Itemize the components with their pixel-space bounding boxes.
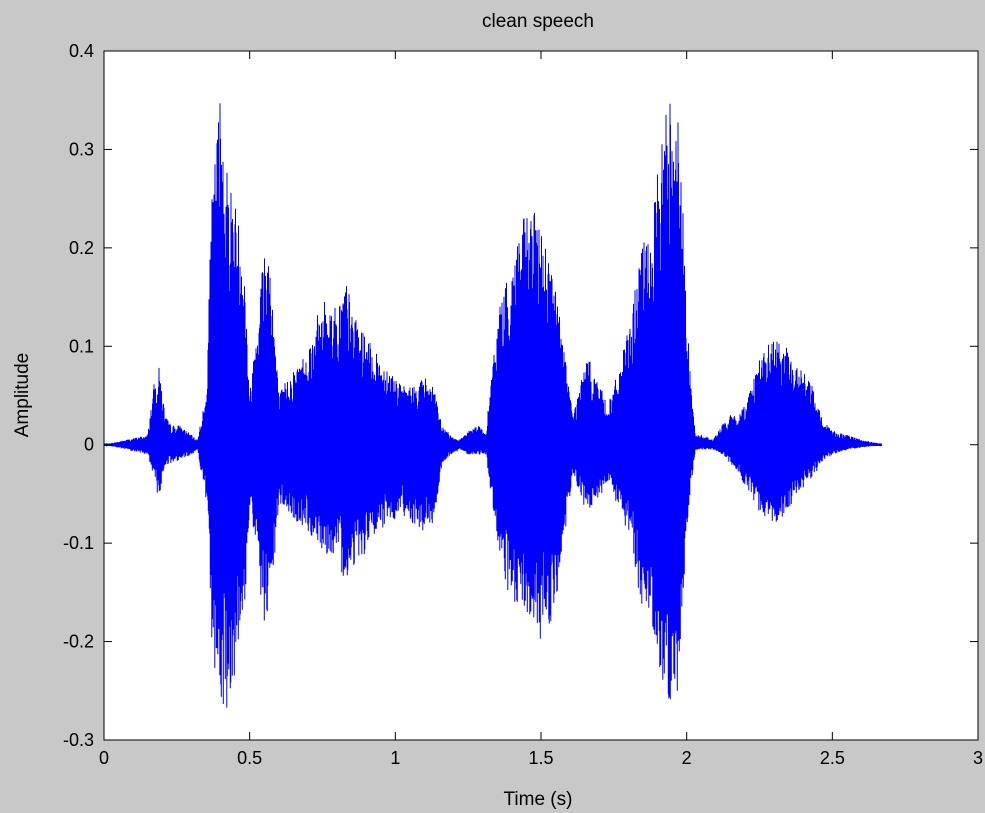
y-tick-label: 0.2 (69, 238, 94, 258)
y-axis: -0.3 -0.2 -0.1 0 0.1 0.2 0.3 0.4 (63, 41, 978, 750)
x-tick-label: 2 (682, 748, 692, 768)
x-tick-label: 1.5 (528, 748, 553, 768)
waveform-line (104, 103, 883, 708)
y-axis-label: Amplitude (12, 353, 33, 438)
y-tick-label: -0.1 (63, 533, 94, 553)
y-tick-label: -0.3 (63, 730, 94, 750)
x-tick-label: 0 (99, 748, 109, 768)
y-tick-label: -0.2 (63, 632, 94, 652)
x-axis: 0 0.5 1 1.5 2 2.5 3 (99, 51, 983, 768)
y-tick-label: 0 (84, 435, 94, 455)
chart-title: clean speech (482, 11, 594, 32)
waveform-series (104, 103, 883, 708)
x-axis-label: Time (s) (504, 789, 573, 810)
x-tick-label: 2.5 (820, 748, 845, 768)
y-tick-label: 0.1 (69, 336, 94, 356)
y-tick-label: 0.3 (69, 139, 94, 159)
x-tick-label: 1 (390, 748, 400, 768)
x-tick-label: 3 (973, 748, 983, 768)
y-tick-label: 0.4 (69, 41, 94, 61)
x-tick-label: 0.5 (237, 748, 262, 768)
